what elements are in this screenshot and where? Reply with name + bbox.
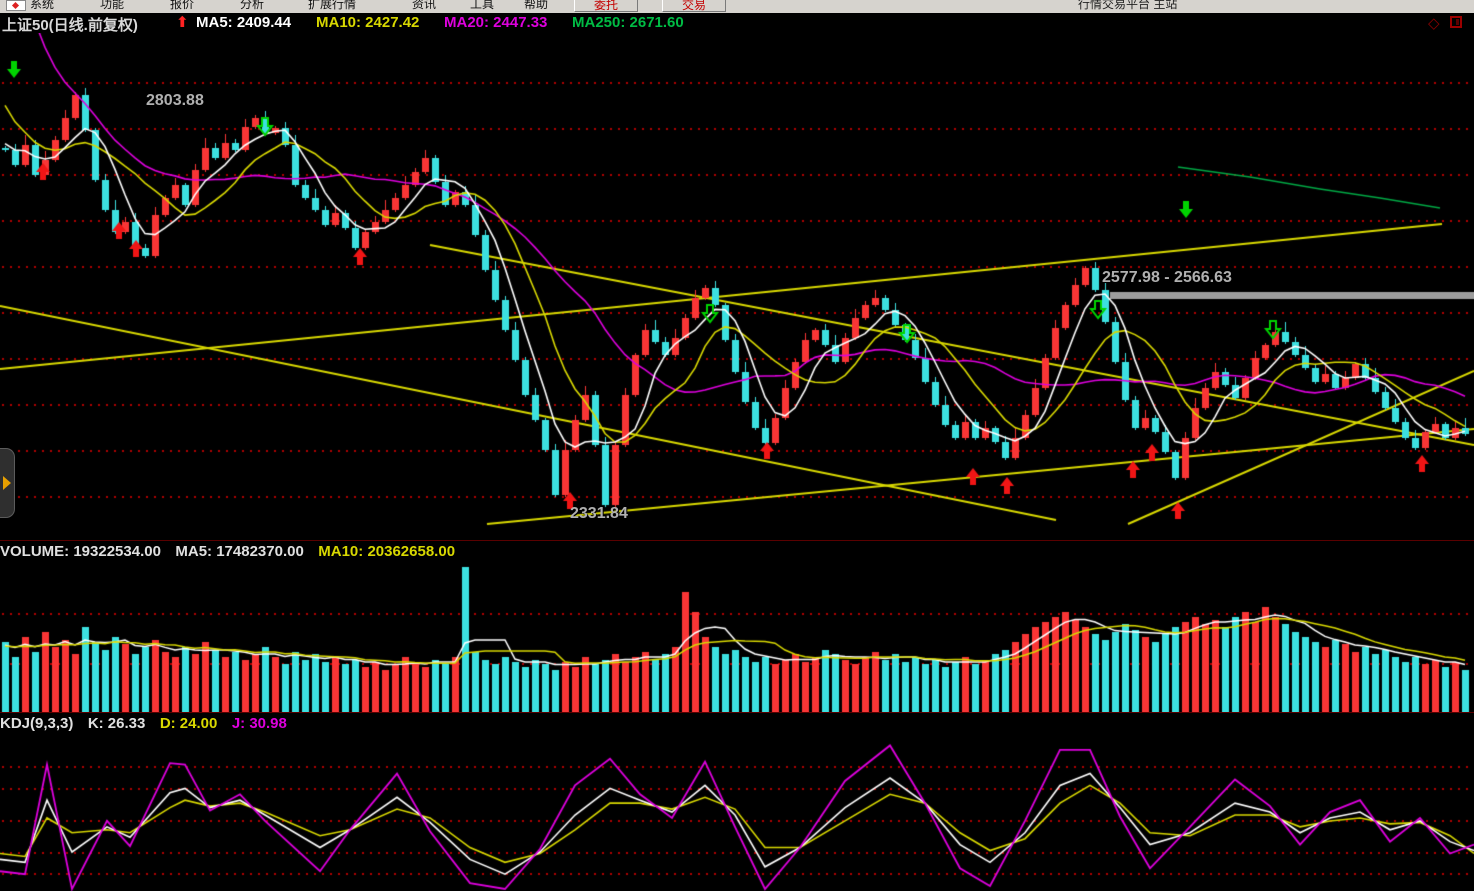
menu-bar: 系统 功能 报价 分析 扩展行情 资讯 工具 帮助 委托 交易 行情交易平台 主… bbox=[0, 0, 1474, 14]
volume-value-label: VOLUME: 19322534.00 bbox=[0, 543, 161, 560]
low-price-label: 2331.84 bbox=[570, 505, 628, 522]
volume-chart-canvas[interactable] bbox=[0, 563, 1474, 712]
ma250-value-label: MA250: 2671.60 bbox=[572, 14, 684, 31]
sidebar-collapse-handle[interactable] bbox=[0, 448, 15, 518]
menu-item-tools[interactable]: 工具 bbox=[470, 0, 495, 11]
kdj-chart-canvas[interactable] bbox=[0, 733, 1474, 891]
menu-item-quote[interactable]: 报价 bbox=[170, 0, 195, 11]
peak-price-label: 2803.88 bbox=[146, 92, 204, 109]
up-arrow-icon: ⬆ bbox=[176, 14, 189, 31]
kdj-j-label: J: 30.98 bbox=[231, 715, 287, 732]
diamond-icon[interactable]: ◇ bbox=[1428, 15, 1440, 32]
kdj-d-label: D: 24.00 bbox=[159, 715, 218, 732]
volume-ma10-label: MA10: 20362658.00 bbox=[318, 543, 456, 560]
kdj-header: KDJ(9,3,3) K: 26.33 D: 24.00 J: 30.98 bbox=[0, 712, 1474, 734]
menu-item-system[interactable]: 系统 bbox=[30, 0, 55, 11]
chart-title-bar: 上证50(日线.前复权) ⬆ MA5: 2409.44 MA10: 2427.4… bbox=[0, 13, 1474, 34]
main-chart-canvas[interactable] bbox=[0, 33, 1474, 540]
ma20-value-label: MA20: 2447.33 bbox=[444, 14, 548, 31]
maximize-icon[interactable] bbox=[1450, 16, 1462, 28]
menu-item-analysis[interactable]: 分析 bbox=[240, 0, 265, 11]
gap-range-label: 2577.98 - 2566.63 bbox=[1102, 269, 1232, 286]
kdj-params-label: KDJ(9,3,3) bbox=[0, 715, 74, 732]
expand-arrow-icon bbox=[3, 476, 11, 490]
menu-item-function[interactable]: 功能 bbox=[100, 0, 125, 11]
kdj-k-label: K: 26.33 bbox=[87, 715, 146, 732]
ma5-value-label: MA5: 2409.44 bbox=[196, 14, 292, 31]
app-icon[interactable] bbox=[6, 0, 26, 11]
volume-header: VOLUME: 19322534.00 MA5: 17482370.00 MA1… bbox=[0, 540, 1474, 564]
symbol-title: 上证50(日线.前复权) bbox=[2, 17, 138, 34]
menu-item-news[interactable]: 资讯 bbox=[412, 0, 437, 11]
trade-button[interactable]: 交易 bbox=[662, 0, 726, 12]
menu-item-extended-quote[interactable]: 扩展行情 bbox=[308, 0, 357, 11]
ma10-value-label: MA10: 2427.42 bbox=[316, 14, 420, 31]
platform-status-text: 行情交易平台 主站 bbox=[1078, 0, 1178, 11]
entrust-button[interactable]: 委托 bbox=[574, 0, 638, 12]
volume-ma5-label: MA5: 17482370.00 bbox=[175, 543, 304, 560]
menu-item-help[interactable]: 帮助 bbox=[524, 0, 549, 11]
